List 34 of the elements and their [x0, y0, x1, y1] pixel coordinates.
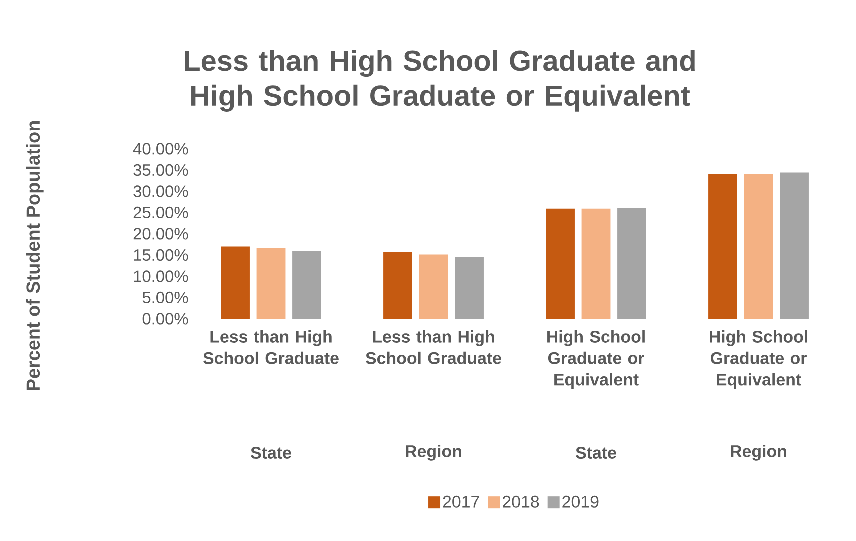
bar: [256, 248, 286, 319]
x-tick-label: High School Graduate or Equivalent: [548, 330, 645, 390]
y-tick-label: 0.00%: [142, 313, 188, 325]
x-tick-label: Less than High School Graduate: [204, 330, 339, 364]
x-tick-label: Less than High School Graduate: [366, 330, 502, 364]
bar: [708, 174, 738, 319]
text: Region: [731, 445, 786, 461]
legend-label: 2018: [503, 496, 540, 508]
y-tick-label: 40.00%: [133, 143, 188, 155]
bar: [546, 208, 575, 319]
y-axis-title: Percent of Student Population: [26, 121, 44, 390]
text: State: [576, 446, 616, 459]
chart-title: Less than High School Graduate and High School Graduate or Equivalent: [185, 50, 695, 112]
text: State: [251, 446, 292, 459]
legend-label: 2019: [562, 496, 599, 508]
bar: [292, 250, 322, 319]
y-tick-label: 25.00%: [134, 206, 188, 219]
bar: [780, 172, 809, 319]
bar: [582, 208, 611, 319]
bar: [744, 174, 774, 319]
y-tick-label: 15.00%: [134, 249, 188, 262]
y-tick-label: 20.00%: [134, 228, 188, 240]
x-tick-label: High School Graduate or Equivalent: [710, 330, 808, 390]
y-tick-label: 35.00%: [134, 164, 188, 176]
y-tick-label: 5.00%: [142, 292, 188, 304]
legend-label: 2017: [443, 496, 480, 508]
text: Region: [406, 445, 462, 461]
bar: [618, 208, 646, 319]
y-tick-label: 30.00%: [134, 186, 188, 198]
bar: [455, 257, 484, 319]
y-tick-label: 10.00%: [134, 270, 188, 282]
bar: [419, 254, 448, 319]
bar: [221, 246, 250, 319]
bar: [384, 252, 412, 319]
